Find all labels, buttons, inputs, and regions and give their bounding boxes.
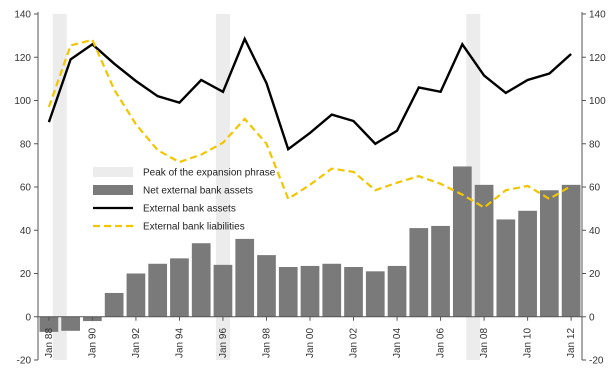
bar <box>365 271 385 317</box>
bar <box>344 267 363 317</box>
bar <box>39 316 59 332</box>
x-tick-label: Jan 92 <box>131 328 142 358</box>
bar <box>540 190 559 317</box>
x-tick-label: Jan 88 <box>44 328 55 358</box>
x-tick-label: Jan 94 <box>174 328 185 358</box>
assets-line <box>47 35 572 152</box>
x-tick-label: Jan 02 <box>349 328 360 358</box>
bar <box>518 210 537 317</box>
bar <box>409 228 429 317</box>
x-tick-label: Jan 96 <box>218 328 229 358</box>
x-tick-label: Jan 90 <box>87 328 98 358</box>
y-tick-label: 0 <box>25 312 31 323</box>
x-tick-label: Jan 04 <box>392 328 403 358</box>
y-tick-label: 60 <box>589 183 601 194</box>
legend: Peak of the expansion phrase Net external… <box>93 167 276 233</box>
bar <box>126 273 146 317</box>
y-tick-label: 40 <box>20 226 32 237</box>
bar <box>387 265 407 317</box>
legend-swatch-bar <box>93 185 133 195</box>
y-tick-label: 20 <box>20 269 32 280</box>
x-tick-label: Jan 98 <box>261 328 272 358</box>
legend-label: Peak of the expansion phrase <box>143 168 276 179</box>
y-tick-label: 140 <box>14 10 31 21</box>
peak-shade <box>52 14 67 360</box>
line-series <box>47 35 572 209</box>
y-tick-label: 40 <box>589 226 601 237</box>
bar <box>148 263 168 317</box>
y-tick-label: -20 <box>589 356 604 367</box>
bar <box>191 243 211 317</box>
y-tick-label: 80 <box>589 139 601 150</box>
legend-swatch-peak <box>93 167 133 177</box>
y-tick-label: 120 <box>14 53 31 64</box>
bar <box>452 166 472 317</box>
y-tick-label: 100 <box>589 96 606 107</box>
axes: -20 -20 0 0 20 20 40 40 60 60 80 80 100 100 120 120 140 1… <box>14 10 606 367</box>
y-tick-label: 100 <box>14 96 31 107</box>
bar <box>104 292 124 317</box>
bar <box>474 184 494 317</box>
y-tick-label: -20 <box>17 356 32 367</box>
y-tick-label: 60 <box>20 183 32 194</box>
bar <box>213 264 233 317</box>
bar <box>496 219 516 317</box>
legend-label: External bank liabilities <box>143 222 245 233</box>
bar <box>431 225 450 317</box>
y-tick-label: 120 <box>589 53 606 64</box>
bar <box>300 265 320 317</box>
bar <box>257 255 276 317</box>
bar <box>61 316 80 331</box>
bar <box>561 184 581 317</box>
y-tick-label: 80 <box>20 139 32 150</box>
x-tick-label: Jan 08 <box>479 328 490 358</box>
x-tick-label: Jan 12 <box>566 328 577 358</box>
legend-label: External bank assets <box>143 204 236 215</box>
legend-label: Net external bank assets <box>143 186 253 197</box>
x-tick-label: Jan 06 <box>436 328 447 358</box>
bar <box>278 267 298 317</box>
y-tick-label: 0 <box>589 312 595 323</box>
liabilities-line <box>47 38 572 209</box>
bar <box>235 238 255 317</box>
y-tick-label: 140 <box>589 10 606 21</box>
bar-series <box>39 166 581 332</box>
x-tick-label: Jan 10 <box>523 328 534 358</box>
bar <box>170 258 189 317</box>
x-tick-label: Jan 00 <box>305 328 316 358</box>
bar <box>322 263 342 317</box>
y-tick-label: 20 <box>589 269 601 280</box>
